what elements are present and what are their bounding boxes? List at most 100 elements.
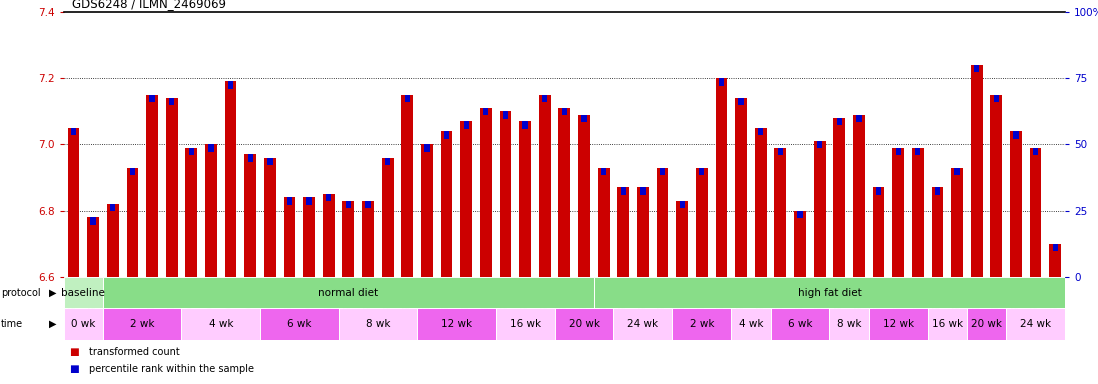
Bar [500,111,512,277]
Bar [829,308,869,340]
Bar [833,118,845,277]
Bar [896,148,900,155]
Text: time: time [1,319,23,329]
Bar [495,308,554,340]
Bar [205,144,216,277]
Bar [912,148,923,277]
Bar [736,98,747,277]
Text: 2 wk: 2 wk [690,319,714,329]
Bar [405,95,410,102]
Bar [267,157,272,165]
Bar [64,277,103,308]
Bar [954,167,960,175]
Bar [581,114,586,122]
Bar [994,95,999,102]
Bar [951,167,963,277]
Bar [637,187,649,277]
Bar [146,95,158,277]
Bar [186,148,198,277]
Bar [169,98,175,106]
Bar [87,217,99,277]
Bar [539,95,550,277]
Bar [306,197,312,205]
Bar [771,308,829,340]
Text: protocol: protocol [1,288,41,298]
Bar [149,95,155,102]
Bar [967,308,1006,340]
Text: normal diet: normal diet [318,288,379,298]
Bar [971,65,983,277]
Bar [385,157,390,165]
Bar [774,148,786,277]
Bar [483,108,489,115]
Bar [853,114,865,277]
Bar [1010,131,1022,277]
Bar [617,187,629,277]
Bar [794,211,806,277]
Bar [519,121,531,277]
Bar [323,194,335,277]
Bar [797,210,803,218]
Text: ■: ■ [69,364,79,374]
Bar [754,128,766,277]
Bar [1013,131,1019,139]
Bar [382,158,393,277]
Bar [247,154,253,162]
Bar [366,201,371,208]
Bar [107,204,119,277]
Text: percentile rank within the sample: percentile rank within the sample [89,364,254,374]
Bar [739,98,743,106]
Bar [260,308,338,340]
Text: 4 wk: 4 wk [209,319,233,329]
Bar [554,308,614,340]
Bar [873,187,884,277]
Text: ■: ■ [69,347,79,357]
Bar [64,308,103,340]
Bar [228,81,233,89]
Text: 16 wk: 16 wk [932,319,963,329]
Text: ▶: ▶ [49,319,56,329]
Bar [915,148,920,155]
Text: baseline: baseline [61,288,105,298]
Text: transformed count: transformed count [89,347,180,357]
Bar [126,167,138,277]
Bar [731,308,771,340]
Bar [71,128,76,135]
Bar [931,187,943,277]
Text: 12 wk: 12 wk [883,319,914,329]
Bar [579,114,590,277]
Bar [264,158,276,277]
Bar [225,81,236,277]
Bar [283,197,295,277]
Bar [103,277,594,308]
Bar [814,141,826,277]
Bar [1053,244,1057,251]
Bar [1006,308,1065,340]
Bar [716,78,727,277]
Bar [837,118,842,125]
Bar [542,95,548,102]
Bar [68,128,79,277]
Bar [719,78,724,86]
Bar [990,95,1002,277]
Bar [444,131,449,139]
Bar [1050,244,1061,277]
Bar [657,167,669,277]
Text: 24 wk: 24 wk [627,319,659,329]
Bar [523,121,528,129]
Bar [421,144,433,277]
Bar [287,197,292,205]
Bar [402,95,413,277]
Text: 6 wk: 6 wk [287,319,312,329]
Bar [343,201,355,277]
Bar [672,308,731,340]
Bar [166,98,178,277]
Bar [893,148,904,277]
Bar [463,121,469,129]
Bar [181,308,260,340]
Text: high fat diet: high fat diet [797,288,861,298]
Bar [1033,148,1039,155]
Text: 0 wk: 0 wk [71,319,96,329]
Text: 8 wk: 8 wk [837,319,861,329]
Bar [424,144,429,152]
